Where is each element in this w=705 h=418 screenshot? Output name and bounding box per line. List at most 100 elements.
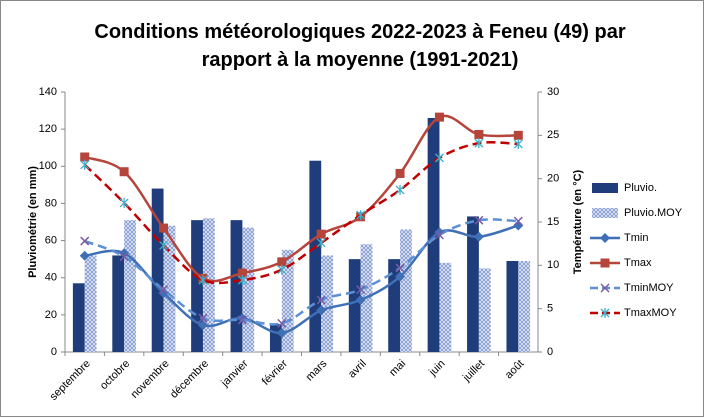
bar — [230, 220, 243, 352]
marker — [434, 112, 444, 122]
marker — [79, 250, 90, 261]
legend-label: Tmax — [624, 257, 652, 269]
legend-swatch — [592, 208, 618, 218]
legend-marker — [600, 283, 610, 293]
bar — [269, 324, 282, 352]
bar — [281, 249, 294, 352]
marker — [80, 152, 90, 162]
marker — [316, 305, 327, 316]
legend-item: Pluvio. — [592, 182, 657, 194]
y-tick-label: 60 — [45, 234, 57, 246]
chart-title: Conditions météorologiques 2022-2023 à F… — [94, 21, 626, 71]
bar — [112, 255, 125, 352]
marker — [158, 288, 169, 299]
bar — [439, 262, 452, 352]
y2-tick-label: 30 — [547, 86, 559, 98]
bar — [124, 220, 136, 352]
marker — [277, 318, 287, 328]
marker — [474, 138, 484, 149]
legend-swatch — [592, 183, 618, 193]
y2-tick-label: 20 — [547, 173, 559, 185]
bar — [242, 227, 255, 352]
bar — [72, 283, 85, 352]
marker — [473, 231, 484, 242]
marker — [513, 216, 523, 226]
bar — [321, 255, 334, 352]
bar — [191, 220, 203, 352]
legend-marker — [600, 258, 610, 268]
y2-tick-label: 0 — [547, 346, 553, 358]
legend-item: TmaxMOY — [590, 307, 677, 319]
y-tick-label: 0 — [51, 346, 57, 358]
bar — [84, 255, 97, 352]
marker — [237, 268, 247, 278]
marker — [356, 285, 366, 295]
y2-axis-title: Température (en °C) — [572, 169, 584, 274]
marker — [316, 237, 326, 248]
marker — [159, 223, 169, 233]
legend-item: Pluvio.MOY — [592, 207, 683, 219]
bar — [309, 160, 322, 352]
marker — [395, 168, 405, 178]
marker — [316, 295, 326, 305]
legend-item: Tmax — [590, 257, 652, 269]
bar — [151, 188, 164, 352]
legend-label: Pluvio. — [624, 182, 657, 194]
legend-label: TmaxMOY — [624, 307, 677, 319]
marker — [80, 236, 90, 246]
y-tick-label: 140 — [39, 86, 57, 98]
marker — [276, 327, 287, 338]
marker — [198, 313, 208, 323]
marker — [356, 210, 366, 221]
marker — [277, 257, 287, 267]
marker — [513, 139, 523, 149]
y-tick-label: 100 — [39, 160, 57, 172]
y-tick-label: 20 — [45, 309, 57, 321]
y2-tick-label: 5 — [547, 303, 553, 315]
marker — [80, 159, 90, 170]
marker — [434, 230, 444, 240]
marker — [198, 275, 208, 286]
marker — [434, 152, 444, 163]
legend-item: Tmin — [590, 232, 648, 244]
marker — [355, 295, 366, 305]
marker — [474, 215, 484, 225]
marker — [119, 248, 130, 259]
legend-marker — [600, 308, 610, 318]
y-tick-label: 80 — [45, 197, 57, 209]
marker — [474, 129, 484, 139]
bar — [400, 229, 412, 352]
marker — [237, 275, 247, 286]
bar — [202, 218, 215, 352]
marker — [277, 264, 287, 275]
legend-marker — [600, 233, 610, 243]
bar — [467, 216, 479, 352]
marker — [316, 229, 326, 239]
line — [83, 141, 519, 285]
marker — [237, 315, 247, 325]
bar — [478, 268, 491, 352]
bar — [348, 259, 361, 352]
marker — [159, 240, 169, 251]
y2-tick-label: 10 — [547, 259, 559, 271]
marker — [395, 271, 406, 282]
bar — [163, 225, 176, 352]
marker — [119, 252, 129, 262]
marker — [119, 197, 129, 208]
legend-label: Tmin — [624, 232, 648, 244]
bar — [506, 261, 519, 352]
legend-item: TminMOY — [590, 282, 674, 294]
bar — [518, 261, 531, 352]
y-axis-title: Pluviométrie (en mm) — [27, 166, 39, 278]
marker — [513, 130, 523, 140]
legend-label: TminMOY — [624, 282, 674, 294]
y2-tick-label: 25 — [547, 129, 559, 141]
bar — [388, 259, 401, 352]
marker — [159, 285, 169, 295]
marker — [395, 184, 405, 195]
legend-label: Pluvio.MOY — [624, 207, 683, 219]
y-tick-label: 120 — [39, 123, 57, 135]
y-tick-label: 40 — [45, 272, 57, 284]
